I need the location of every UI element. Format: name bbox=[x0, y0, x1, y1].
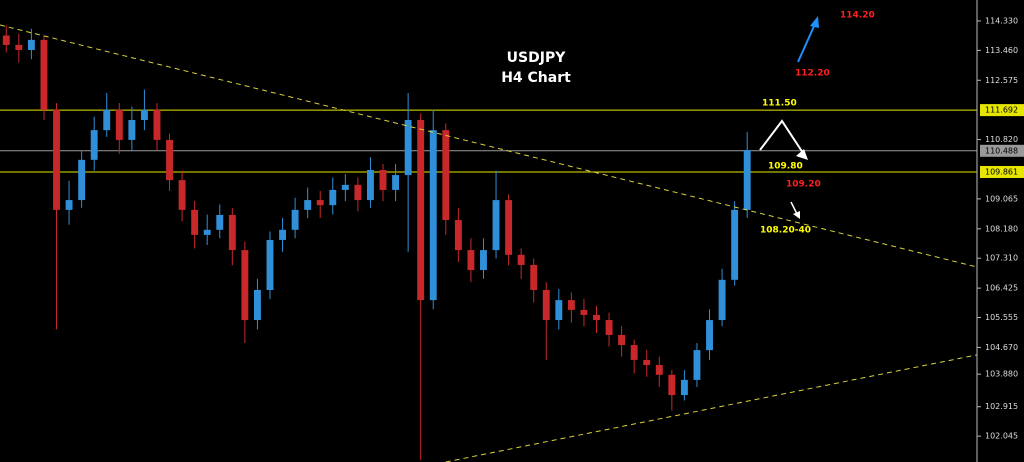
candle-body bbox=[404, 119, 412, 176]
arrow-head bbox=[793, 211, 800, 219]
arrows bbox=[759, 16, 819, 219]
candle-body bbox=[15, 44, 23, 51]
y-tick-label: 105.555 bbox=[985, 313, 1018, 322]
y-tick-label: 102.915 bbox=[985, 402, 1018, 411]
candle-body bbox=[140, 109, 148, 120]
candle-body bbox=[605, 320, 613, 335]
candle-body bbox=[517, 254, 525, 265]
candle-body bbox=[128, 119, 136, 140]
level-label: 111.692 bbox=[985, 106, 1018, 115]
annotation: 111.50 bbox=[762, 99, 797, 109]
candle-body bbox=[228, 214, 236, 251]
y-tick-label: 110.820 bbox=[985, 135, 1018, 144]
candle-body bbox=[354, 184, 362, 201]
zigzag-arrow bbox=[759, 119, 806, 157]
candle-body bbox=[103, 109, 111, 131]
candle-body bbox=[392, 175, 400, 190]
candle-body bbox=[530, 264, 538, 290]
trend-line bbox=[445, 354, 978, 462]
chart-title: USDJPY bbox=[507, 50, 567, 66]
chart-subtitle: H4 Chart bbox=[501, 70, 571, 86]
candle-body bbox=[492, 200, 500, 251]
up-arrow bbox=[797, 23, 816, 63]
candle-body bbox=[442, 130, 450, 221]
trend-line bbox=[0, 24, 978, 268]
y-tick-label: 112.575 bbox=[985, 76, 1018, 85]
y-tick-label: 109.065 bbox=[985, 194, 1018, 203]
y-tick-label: 106.425 bbox=[985, 284, 1018, 293]
annotation: 108.20-40 bbox=[760, 226, 811, 236]
down-arrow bbox=[790, 201, 798, 215]
level-label-box bbox=[980, 104, 1024, 117]
candle-body bbox=[329, 189, 337, 206]
candle-body bbox=[153, 109, 161, 140]
candle-body bbox=[643, 359, 651, 366]
plot-area bbox=[0, 24, 978, 462]
candle-body bbox=[718, 279, 726, 321]
candle-body bbox=[2, 35, 10, 45]
y-tick-label: 102.045 bbox=[985, 432, 1018, 441]
candle-body bbox=[655, 365, 663, 375]
candle-body bbox=[555, 300, 563, 321]
y-tick-label: 104.670 bbox=[985, 343, 1018, 352]
candle-body bbox=[241, 250, 249, 321]
candle-body bbox=[216, 214, 224, 230]
annotation: 109.20 bbox=[786, 180, 821, 190]
candle-body bbox=[279, 229, 287, 240]
level-label: 110.488 bbox=[985, 146, 1018, 155]
candle-body bbox=[65, 200, 73, 210]
candle-body bbox=[78, 159, 86, 201]
candle-body bbox=[731, 209, 739, 280]
candle-body bbox=[90, 130, 98, 160]
candle-body bbox=[53, 109, 60, 210]
y-tick-label: 103.880 bbox=[985, 370, 1018, 379]
candle-body bbox=[668, 374, 676, 396]
candle-body bbox=[593, 314, 600, 321]
candle-body bbox=[379, 169, 387, 190]
arrow-head bbox=[810, 16, 819, 28]
candle-body bbox=[429, 130, 437, 301]
candle-body bbox=[480, 250, 487, 271]
candle-body bbox=[618, 334, 626, 346]
candle-body bbox=[291, 209, 299, 230]
candle-body bbox=[40, 39, 48, 110]
candle-body bbox=[505, 200, 513, 255]
candle-body bbox=[191, 209, 199, 235]
candle-body bbox=[266, 239, 274, 290]
level-label-box bbox=[980, 144, 1024, 157]
level-label-box bbox=[980, 165, 1024, 178]
candle-body bbox=[417, 119, 425, 301]
candle-body bbox=[630, 345, 638, 360]
y-tick-label: 108.180 bbox=[985, 224, 1018, 233]
y-tick-label: 113.460 bbox=[985, 46, 1018, 55]
candle-body bbox=[166, 139, 173, 181]
candle-body bbox=[693, 350, 701, 380]
candle-body bbox=[253, 289, 261, 321]
candle-body bbox=[743, 150, 751, 210]
candle-body bbox=[680, 379, 688, 396]
candle-body bbox=[27, 39, 35, 51]
candle-body bbox=[706, 320, 713, 351]
candle-body bbox=[542, 289, 550, 321]
candle-body bbox=[467, 250, 475, 271]
candle-body bbox=[580, 309, 588, 315]
y-tick-label: 107.310 bbox=[985, 254, 1018, 263]
candle-body bbox=[454, 220, 462, 251]
candle-body bbox=[341, 184, 349, 190]
candle-body bbox=[304, 200, 312, 210]
candle-body bbox=[115, 109, 123, 140]
candle-body bbox=[567, 300, 575, 310]
annotation: 112.20 bbox=[795, 69, 830, 79]
y-tick-label: 114.330 bbox=[985, 16, 1018, 25]
annotation: 114.20 bbox=[840, 11, 875, 21]
level-label: 109.861 bbox=[985, 167, 1018, 176]
candle-body bbox=[203, 229, 211, 235]
candle-body bbox=[178, 180, 186, 210]
candle-body bbox=[316, 200, 324, 206]
arrow-head bbox=[796, 149, 808, 160]
annotation: 109.80 bbox=[768, 162, 803, 172]
candle-body bbox=[367, 169, 374, 201]
